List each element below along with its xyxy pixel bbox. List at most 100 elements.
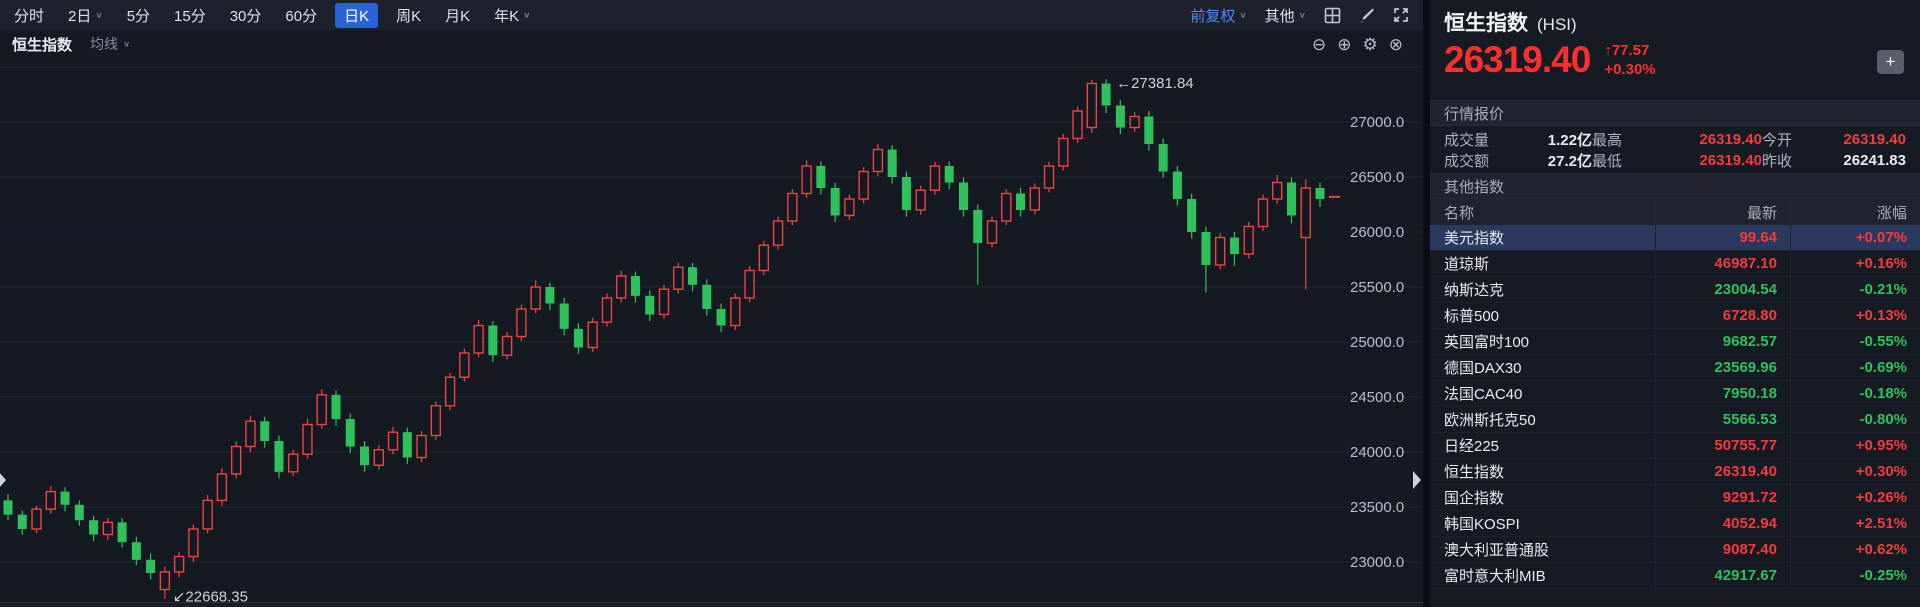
- ma-label: 均线: [90, 36, 119, 52]
- svg-text:24000.0: 24000.0: [1350, 444, 1404, 461]
- chevron-down-icon: ∨: [1239, 10, 1247, 20]
- index-row-last: 5566.53: [1655, 407, 1790, 432]
- index-row-标普500[interactable]: 标普500 6728.80 +0.13%: [1430, 303, 1920, 329]
- quote-label: 成交额: [1444, 153, 1490, 170]
- period-30分[interactable]: 30分: [229, 7, 262, 25]
- index-row-last: 4052.94: [1655, 511, 1790, 536]
- quote-label: 成交量: [1444, 132, 1490, 149]
- quote-value: 26319.40: [1699, 131, 1762, 148]
- svg-text:23500.0: 23500.0: [1350, 499, 1404, 516]
- index-row-name: 国企指数: [1444, 490, 1505, 507]
- period-分时[interactable]: 分时: [14, 7, 45, 25]
- index-row-name: 英国富时100: [1444, 334, 1530, 351]
- quote-value: 26319.40: [1699, 152, 1762, 169]
- col-name: 名称: [1444, 204, 1475, 222]
- adjust-dropdown[interactable]: 前复权 ∨: [1190, 5, 1246, 26]
- index-row-change: +0.26%: [1790, 485, 1920, 510]
- index-row-change: +0.30%: [1790, 459, 1920, 484]
- last-price: 26319.40: [1444, 39, 1591, 80]
- candlestick-chart[interactable]: 27000.0 26500.0 26000.0 25500.0 25000.0 24500…: [0, 58, 1423, 607]
- svg-text:23000.0: 23000.0: [1350, 554, 1404, 571]
- ma-dropdown[interactable]: 均线 ∨: [90, 34, 130, 54]
- period-日K[interactable]: 日K: [335, 2, 379, 28]
- index-row-last: 50755.77: [1655, 433, 1790, 458]
- period-2日[interactable]: 2日 ∨: [68, 7, 103, 25]
- chart-pane: 分时 2日 ∨ 5分 15分 30分 60分 日K 周K 月K 年K ∨ 前复权 ∨ 其他 ∨: [0, 2, 1423, 607]
- quote-label: 最高: [1592, 132, 1623, 149]
- right-panel-handle[interactable]: [1413, 471, 1421, 489]
- other-dropdown[interactable]: 其他 ∨: [1265, 5, 1306, 26]
- index-row-韩国KOSPI[interactable]: 韩国KOSPI 4052.94 +2.51%: [1430, 511, 1920, 537]
- col-change: 涨幅: [1790, 199, 1920, 225]
- index-row-道琼斯[interactable]: 道琼斯 46987.10 +0.16%: [1430, 251, 1920, 277]
- svg-text:24500.0: 24500.0: [1350, 389, 1404, 406]
- quote-header: 恒生指数 (HSI) 26319.40 ↑77.57 +0.30% +: [1430, 0, 1920, 100]
- index-row-last: 26319.40: [1655, 459, 1790, 484]
- index-row-美元指数[interactable]: 美元指数 99.64 +0.07%: [1430, 225, 1920, 251]
- index-row-name: 韩国KOSPI: [1444, 516, 1520, 533]
- index-row-澳大利亚普通股[interactable]: 澳大利亚普通股 9087.40 +0.62%: [1430, 537, 1920, 563]
- index-row-name: 纳斯达克: [1444, 282, 1505, 299]
- index-code: (HSI): [1537, 15, 1577, 34]
- quote-label: 昨收: [1762, 153, 1793, 170]
- period-5分[interactable]: 5分: [126, 7, 151, 25]
- quote-value: 27.2亿: [1547, 153, 1592, 170]
- index-row-德国DAX30[interactable]: 德国DAX30 23569.96 -0.69%: [1430, 355, 1920, 381]
- left-panel-handle[interactable]: [0, 471, 6, 489]
- layout-grid-icon[interactable]: [1324, 7, 1341, 24]
- zoom-out-icon[interactable]: ⊖: [1312, 34, 1327, 54]
- index-row-法国CAC40[interactable]: 法国CAC40 7950.18 -0.18%: [1430, 381, 1920, 407]
- svg-text:26000.0: 26000.0: [1350, 224, 1404, 241]
- period-60分[interactable]: 60分: [285, 7, 318, 25]
- add-watchlist-button[interactable]: +: [1877, 50, 1904, 74]
- svg-text:25500.0: 25500.0: [1350, 279, 1404, 296]
- index-row-国企指数[interactable]: 国企指数 9291.72 +0.26%: [1430, 485, 1920, 511]
- quote-row: 成交量 1.22亿 最高 26319.40 今开 26319.40: [1444, 129, 1906, 150]
- index-row-last: 9087.40: [1655, 537, 1790, 562]
- index-row-last: 46987.10: [1655, 251, 1790, 276]
- brush-icon[interactable]: [1359, 7, 1375, 23]
- index-row-name: 法国CAC40: [1444, 386, 1523, 403]
- index-row-欧洲斯托克50[interactable]: 欧洲斯托克50 5566.53 -0.80%: [1430, 407, 1920, 433]
- index-row-change: -0.69%: [1790, 355, 1920, 380]
- close-icon[interactable]: ⊗: [1388, 34, 1403, 54]
- chevron-down-icon: ∨: [523, 10, 531, 20]
- chart-header: 恒生指数 均线 ∨ ⊖ ⊕ ⚙ ⊗: [0, 30, 1423, 58]
- index-row-富时意大利MIB[interactable]: 富时意大利MIB 42917.67 -0.25%: [1430, 563, 1920, 589]
- pane-divider[interactable]: [1423, 0, 1430, 607]
- index-row-name: 美元指数: [1444, 230, 1505, 247]
- svg-text:←27381.84: ←27381.84: [1116, 75, 1194, 92]
- section-indices: 其他指数: [1430, 173, 1920, 199]
- index-row-日经225[interactable]: 日经225 50755.77 +0.95%: [1430, 433, 1920, 459]
- index-row-change: +0.07%: [1790, 225, 1920, 250]
- index-row-change: +0.16%: [1790, 251, 1920, 276]
- index-row-name: 富时意大利MIB: [1444, 568, 1546, 585]
- fullscreen-icon[interactable]: [1393, 7, 1409, 23]
- other-label: 其他: [1264, 7, 1295, 25]
- period-15分[interactable]: 15分: [174, 7, 206, 25]
- index-row-last: 7950.18: [1655, 381, 1790, 406]
- quote-value: 1.22亿: [1547, 132, 1592, 149]
- zoom-in-icon[interactable]: ⊕: [1337, 34, 1352, 54]
- index-row-last: 99.64: [1655, 225, 1790, 250]
- index-row-英国富时100[interactable]: 英国富时100 9682.57 -0.55%: [1430, 329, 1920, 355]
- col-last: 最新: [1655, 199, 1790, 225]
- index-row-change: +2.51%: [1790, 511, 1920, 536]
- index-row-last: 9291.72: [1655, 485, 1790, 510]
- indices-table: 名称 最新 涨幅 美元指数 99.64 +0.07% 道琼斯 46987.10 +0.16…: [1430, 199, 1920, 589]
- quote-value: 26319.40: [1843, 131, 1906, 148]
- index-row-name: 道琼斯: [1444, 256, 1490, 273]
- period-年K[interactable]: 年K ∨: [494, 7, 531, 25]
- index-row-恒生指数[interactable]: 恒生指数 26319.40 +0.30%: [1430, 459, 1920, 485]
- settings-icon[interactable]: ⚙: [1362, 34, 1378, 54]
- index-name: 恒生指数: [1444, 12, 1528, 35]
- price-change-pct: +0.30%: [1604, 60, 1656, 78]
- index-row-纳斯达克[interactable]: 纳斯达克 23004.54 -0.21%: [1430, 277, 1920, 303]
- index-row-change: -0.80%: [1790, 407, 1920, 432]
- index-row-last: 23004.54: [1655, 277, 1790, 302]
- period-周K[interactable]: 周K: [396, 7, 422, 25]
- index-row-name: 德国DAX30: [1444, 360, 1522, 377]
- index-row-last: 42917.67: [1655, 563, 1790, 588]
- quote-label: 最低: [1592, 153, 1623, 170]
- period-月K[interactable]: 月K: [445, 7, 471, 25]
